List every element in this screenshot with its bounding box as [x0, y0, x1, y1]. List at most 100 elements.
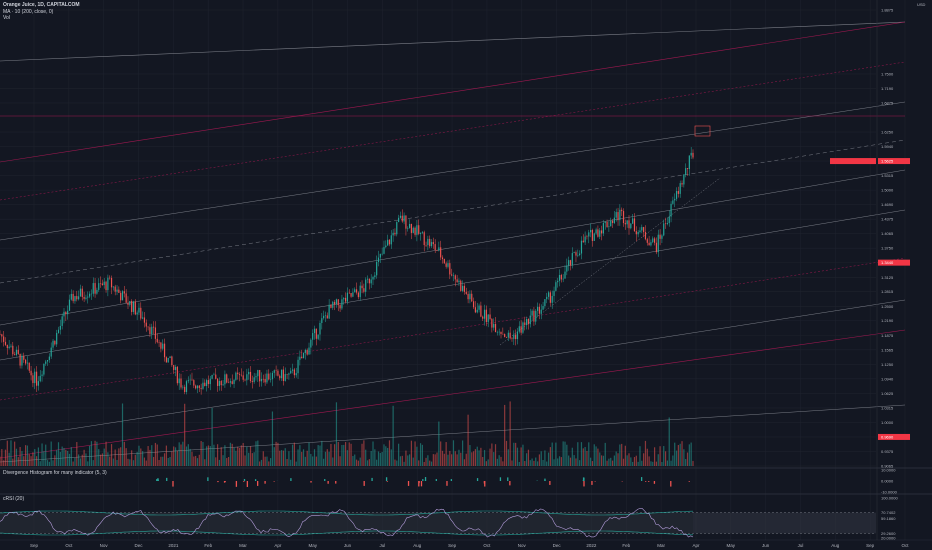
volume-bar [674, 442, 676, 466]
candle-body [522, 322, 524, 333]
volume-bar [498, 455, 500, 466]
volume-bar [388, 440, 391, 466]
rsi-tick-label: 29.2600 [881, 531, 896, 536]
candle-body [154, 327, 157, 339]
volume-bar [17, 457, 19, 466]
volume-bar [184, 403, 186, 466]
volume-bar [648, 456, 650, 466]
volume-bar [297, 449, 299, 466]
candle-body [643, 227, 645, 233]
volume-bar [0, 456, 1, 466]
volume-bar [220, 447, 222, 466]
volume-bar [575, 458, 577, 466]
candle-body [379, 253, 381, 258]
divergence-bar [507, 477, 509, 481]
candle-body [229, 381, 231, 383]
candle-body [169, 356, 171, 358]
candle-body [418, 225, 420, 234]
volume-bar [310, 453, 312, 466]
divergence-bar [156, 479, 158, 481]
candle-body [262, 378, 264, 380]
volume-bar [195, 455, 197, 466]
volume-bar [535, 457, 537, 466]
volume-bar [447, 454, 449, 466]
ma-indicator-label[interactable]: MA · 10 (200, close, 0) [3, 9, 54, 15]
candle-body [449, 263, 451, 275]
volume-bar [23, 456, 25, 466]
volume-bar [536, 461, 539, 466]
symbol-title[interactable]: Orange Juice, 1D, CAPITALCOM [3, 2, 80, 8]
volume-bar [198, 454, 200, 466]
volume-bar [600, 455, 603, 466]
volume-indicator-label[interactable]: Vol [3, 15, 10, 21]
volume-bar [573, 455, 575, 466]
volume-bar [134, 454, 136, 466]
volume-bar [246, 446, 248, 466]
volume-bar [43, 451, 45, 466]
volume-bar [59, 451, 61, 466]
divergence-pane-title[interactable]: Divergence Histogram for many indicator … [3, 470, 107, 476]
candle-body [160, 342, 162, 349]
candle-body [452, 275, 455, 276]
volume-bar [290, 459, 292, 466]
candle-body [410, 223, 413, 233]
volume-bar [180, 444, 182, 466]
volume-bar [652, 461, 654, 466]
candle-body [440, 247, 442, 258]
volume-bar [643, 453, 645, 466]
candle-body [145, 322, 147, 327]
divergence-bar [335, 481, 337, 484]
candle-body [180, 378, 182, 388]
candle-body [531, 310, 533, 316]
candle-body [595, 229, 597, 234]
time-tick-label: Jul [798, 543, 804, 548]
time-tick-label: Aug [831, 543, 840, 548]
volume-bar [445, 442, 447, 466]
candle-body [529, 315, 531, 325]
trend-line [0, 61, 906, 201]
volume-bar [621, 443, 623, 466]
volume-bar [112, 458, 114, 466]
candle-body [611, 220, 614, 223]
volume-bar [123, 441, 125, 466]
candle-body [302, 352, 305, 359]
volume-bar [299, 445, 301, 466]
candle-body [685, 168, 687, 175]
volume-bar [485, 461, 487, 466]
volume-bar [293, 442, 295, 466]
candle-body [313, 328, 316, 334]
candle-body [74, 296, 76, 302]
volume-bar [590, 457, 592, 466]
volume-bar [430, 461, 433, 466]
volume-bar [242, 443, 244, 466]
rsi-pane-title[interactable]: cRSI (20) [3, 496, 25, 502]
divergence-bar [243, 478, 246, 481]
candle-body [215, 374, 217, 379]
price-tick-label: 1.4375 [881, 217, 894, 222]
volume-bar [542, 460, 544, 466]
volume-bar [626, 455, 628, 466]
volume-bar [116, 459, 118, 466]
divergence-bar [273, 481, 275, 482]
volume-bar [337, 441, 339, 466]
volume-bar [549, 447, 551, 466]
volume-bar [226, 458, 228, 466]
divergence-bar [386, 481, 389, 482]
volume-bar [472, 451, 475, 466]
volume-bar [249, 446, 252, 466]
candle-body [226, 374, 228, 383]
price-tick-label: 1.5315 [881, 173, 894, 178]
volume-bar [156, 444, 158, 466]
volume-bar [238, 447, 241, 466]
divergence-bar [246, 481, 249, 487]
candle-body [98, 283, 100, 290]
candle-body [291, 369, 294, 371]
candle-body [622, 211, 625, 224]
price-tick-label: 1.2190 [881, 318, 894, 323]
trend-line [0, 21, 906, 62]
volume-bar [493, 452, 495, 466]
volume-bar [50, 441, 52, 466]
divergence-bar [235, 481, 238, 487]
volume-bar [120, 447, 122, 466]
